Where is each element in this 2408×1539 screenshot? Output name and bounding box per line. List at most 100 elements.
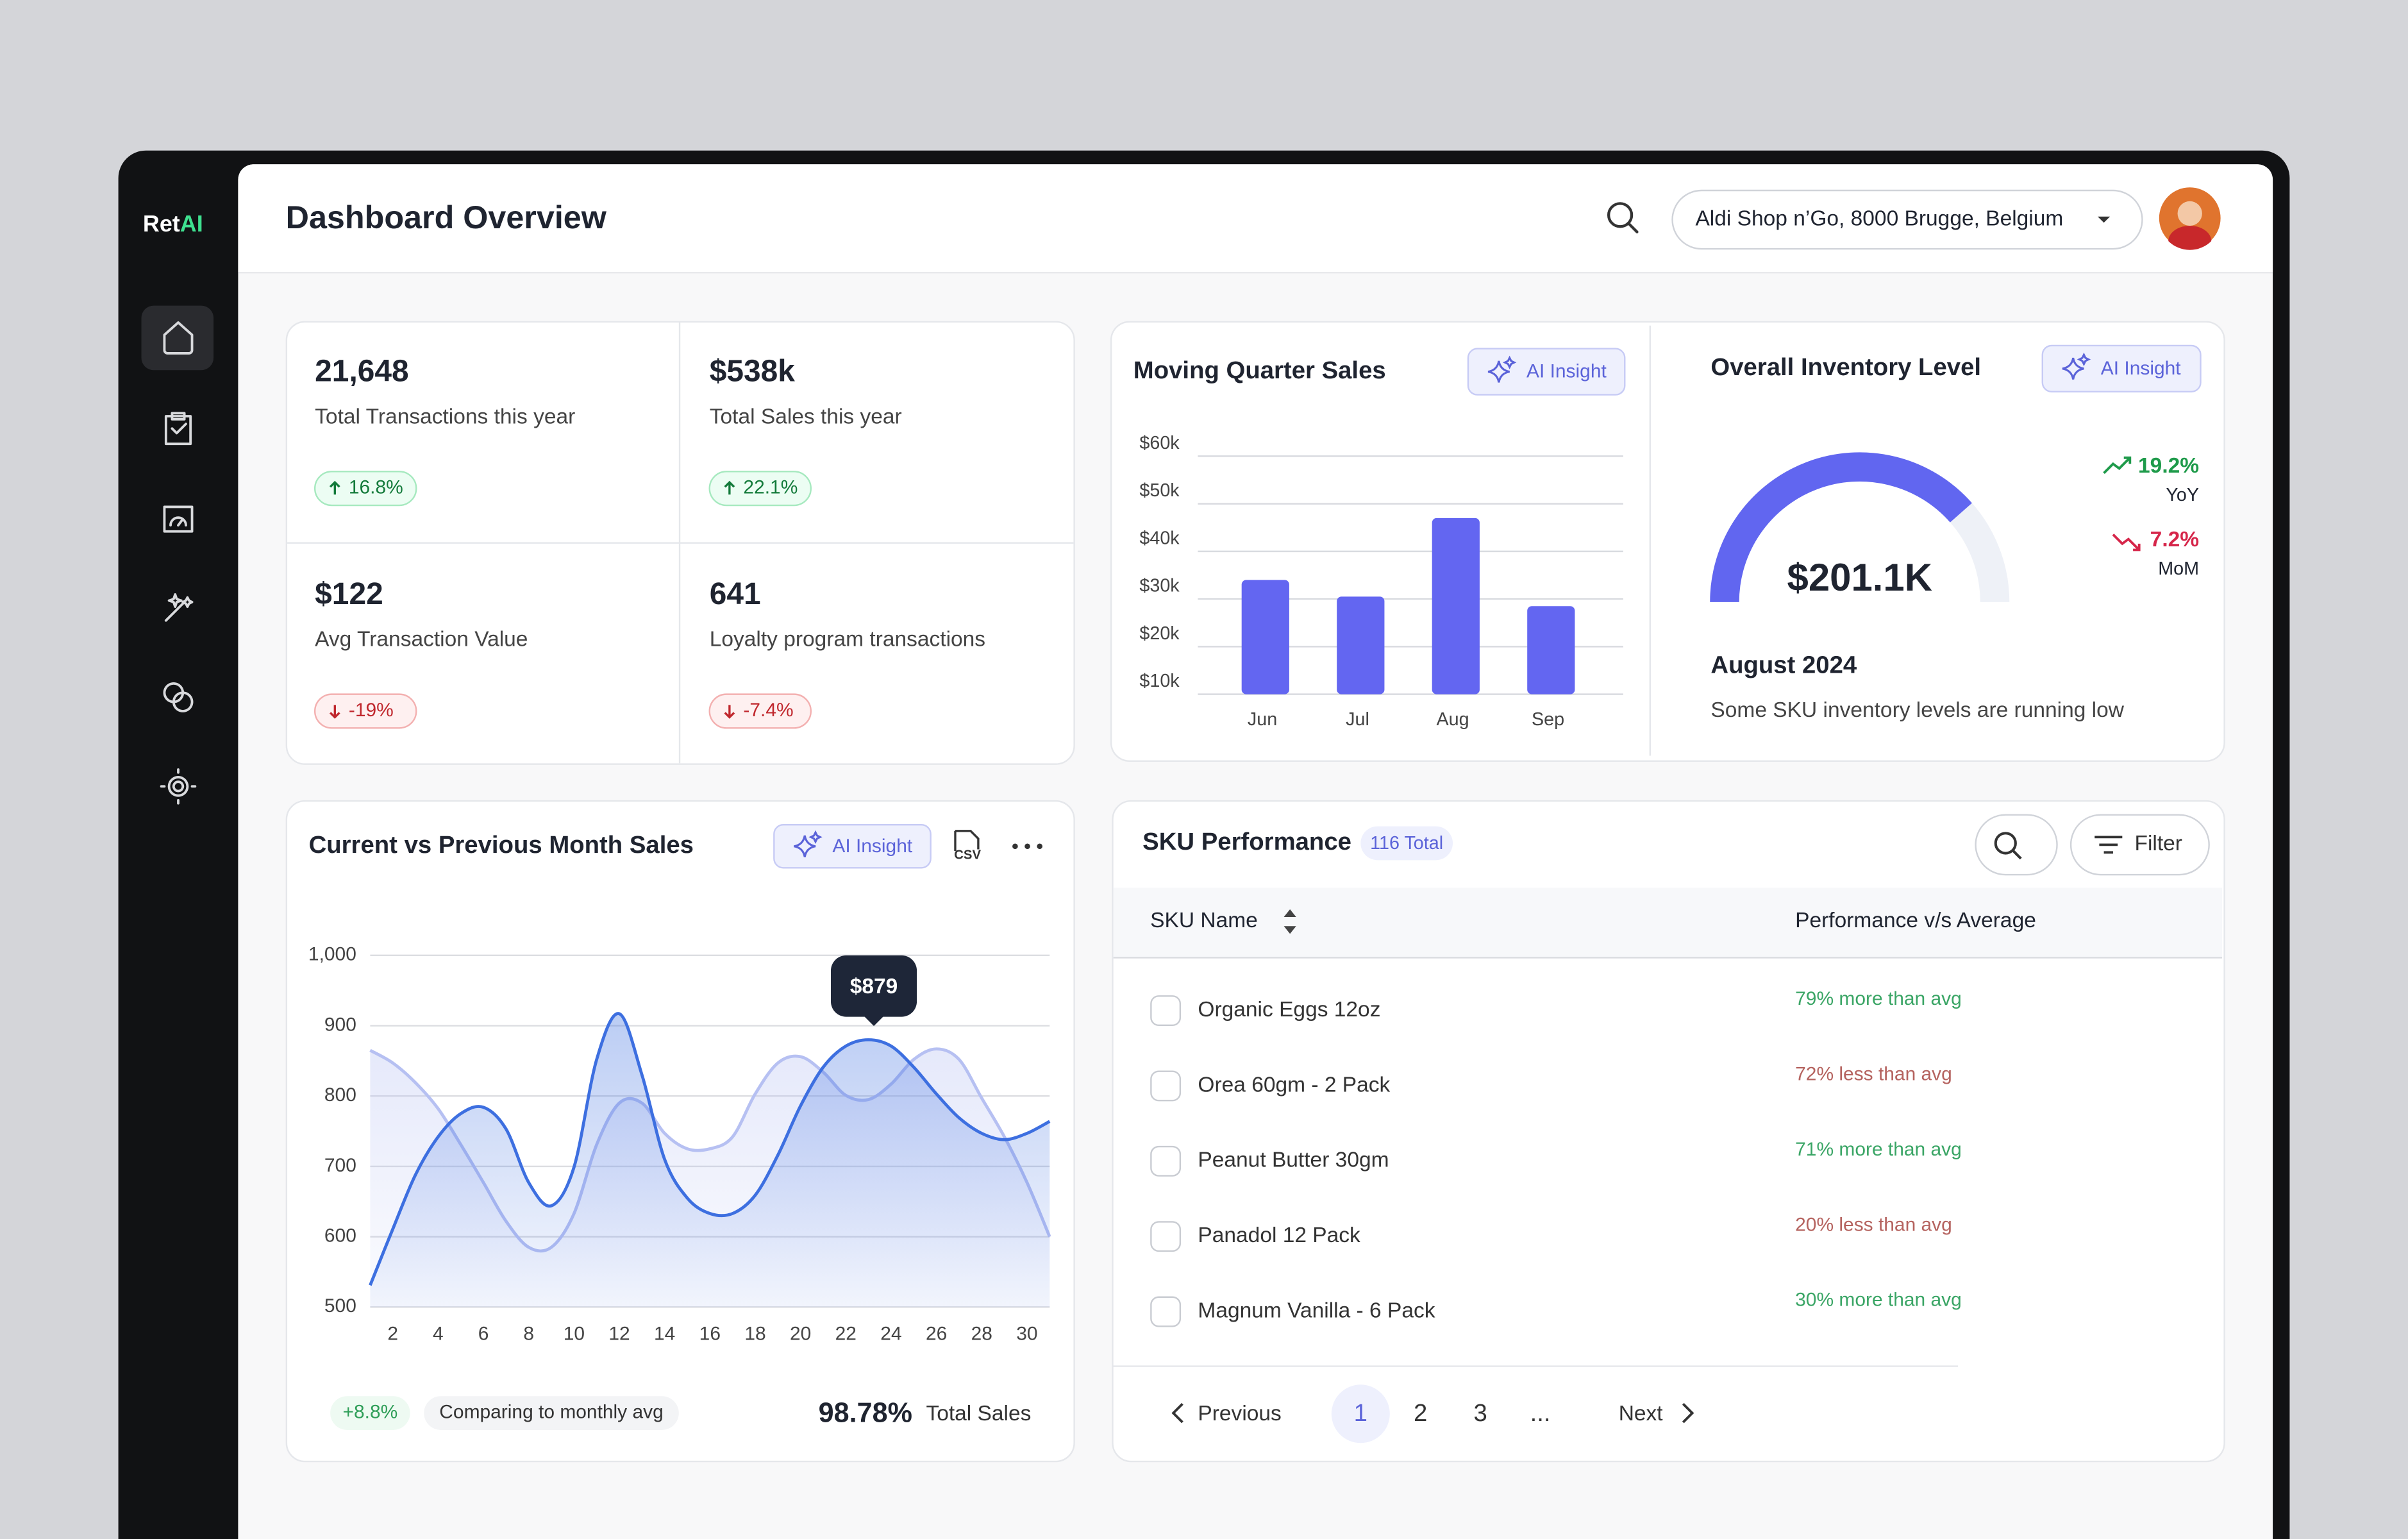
- sku-name: Panadol 12 Pack: [1198, 1224, 1360, 1247]
- kpi-label: Total Sales this year: [710, 405, 902, 428]
- sku-name: Orea 60gm - 2 Pack: [1198, 1073, 1390, 1097]
- page-label: 1: [1354, 1399, 1367, 1427]
- y-tick-label: $10k: [1139, 671, 1180, 691]
- more-button[interactable]: [1012, 843, 1043, 850]
- footer-note: Comparing to monthly avg: [439, 1401, 663, 1422]
- next-button[interactable]: Next: [1619, 1402, 1694, 1425]
- y-tick-label: $30k: [1139, 576, 1180, 596]
- brand-part: AI: [180, 211, 203, 237]
- x-tick-label: 14: [654, 1323, 675, 1344]
- kpi-change-arrow: [724, 705, 735, 719]
- x-tick-label: 18: [744, 1323, 765, 1344]
- nav-performance[interactable]: [163, 505, 194, 533]
- x-tick-label: 4: [433, 1323, 444, 1344]
- sku-performance: 71% more than avg: [1795, 1139, 1962, 1160]
- column-header: Performance v/s Average: [1795, 909, 2036, 932]
- page-title: Dashboard Overview: [286, 199, 607, 235]
- search-icon: [1607, 202, 1634, 228]
- series-line: [369, 1012, 1051, 1286]
- sku-card: [1112, 800, 2225, 1463]
- y-tick-label: 1,000: [308, 944, 356, 965]
- y-tick-label: 500: [324, 1295, 356, 1316]
- filter-button[interactable]: Filter: [2069, 814, 2210, 876]
- gauge-fill: [1710, 452, 1972, 603]
- chevron-left: [1171, 1402, 1183, 1424]
- nav-home[interactable]: [163, 321, 194, 355]
- brand-part: Ret: [143, 211, 180, 237]
- previous-label: Previous: [1198, 1402, 1281, 1425]
- brand: RetAI: [143, 211, 203, 237]
- trend-icon: [2112, 534, 2141, 551]
- x-tick-label: 30: [1016, 1323, 1037, 1344]
- sku-name: Magnum Vanilla - 6 Pack: [1198, 1299, 1435, 1322]
- sku-performance: 20% less than avg: [1795, 1214, 1952, 1235]
- x-tick-label: 6: [478, 1323, 489, 1344]
- csv-export-button[interactable]: CSV: [954, 830, 981, 862]
- kpi-label: Total Transactions this year: [315, 405, 575, 428]
- kpi-change-pill: [314, 471, 417, 507]
- kpi-value: 21,648: [315, 355, 408, 389]
- footer-total-label: Total Sales: [926, 1402, 1031, 1425]
- inventory-note: Some SKU inventory levels are running lo…: [1710, 698, 2124, 722]
- avatar-body: [2168, 226, 2212, 250]
- x-tick-label: 24: [880, 1323, 901, 1344]
- x-tick-label: 16: [699, 1323, 721, 1344]
- page-current-bg: [1331, 1384, 1390, 1443]
- previous-button[interactable]: Previous: [1171, 1402, 1282, 1425]
- select-caret: [2098, 216, 2111, 223]
- y-tick-label: $50k: [1139, 480, 1180, 501]
- nav-orders[interactable]: [164, 412, 192, 446]
- kpi-label: Avg Transaction Value: [315, 628, 528, 652]
- x-tick-label: Jun: [1248, 709, 1277, 730]
- ai-insight-button[interactable]: AI Insight: [773, 824, 932, 869]
- sort-icon[interactable]: [1283, 909, 1296, 934]
- row-checkbox[interactable]: [1150, 1145, 1182, 1177]
- nav-promotions[interactable]: [163, 682, 194, 712]
- kpi-change-arrow: [724, 480, 735, 495]
- ai-insight-bg: [1467, 348, 1626, 396]
- chart-title: Moving Quarter Sales: [1133, 357, 1386, 384]
- kpi-change: 22.1%: [743, 477, 798, 498]
- page-button[interactable]: ...: [1530, 1399, 1551, 1427]
- y-tick-label: $60k: [1139, 433, 1180, 453]
- footer-change: +8.8%: [343, 1401, 398, 1422]
- location-text: Aldi Shop n’Go, 8000 Brugge, Belgium: [1695, 206, 2063, 230]
- more-dot: [1012, 843, 1018, 850]
- search-button[interactable]: [1607, 202, 1639, 233]
- ai-insight-button[interactable]: AI Insight: [1467, 348, 1626, 396]
- ai-insight-label: AI Insight: [832, 836, 912, 857]
- count-badge: [1360, 826, 1453, 861]
- card-title: Overall Inventory Level: [1710, 353, 1981, 381]
- x-tick-label: Aug: [1436, 709, 1469, 730]
- row-checkbox[interactable]: [1150, 1221, 1182, 1252]
- x-tick-label: 28: [971, 1323, 992, 1344]
- nav-ai[interactable]: [164, 593, 194, 622]
- page-label: ...: [1530, 1399, 1551, 1427]
- search-icon-handle: [2012, 850, 2022, 860]
- location-select[interactable]: [1671, 189, 2143, 250]
- ai-insight-button[interactable]: AI Insight: [2041, 344, 2202, 392]
- table-search-button[interactable]: [1975, 814, 2058, 876]
- gauge-value: $201.1K: [1787, 556, 1932, 599]
- series-area: [370, 1013, 1050, 1308]
- kpi-change-arrow: [329, 480, 340, 495]
- count-badge-text: 116 Total: [1370, 833, 1443, 854]
- kpi-change: -19%: [349, 700, 394, 721]
- sales-inventory-card: [1110, 321, 2225, 762]
- file-icon: [954, 830, 980, 851]
- row-checkbox[interactable]: [1150, 1296, 1182, 1327]
- page-button[interactable]: 2: [1414, 1399, 1427, 1427]
- nav-settings[interactable]: [160, 768, 197, 805]
- row-checkbox[interactable]: [1150, 1070, 1182, 1102]
- x-tick-label: 10: [564, 1323, 585, 1344]
- row-checkbox[interactable]: [1150, 995, 1182, 1026]
- more-dot: [1024, 843, 1030, 850]
- change-pill: [330, 1396, 410, 1430]
- page-button[interactable]: 1: [1331, 1384, 1390, 1443]
- page-button[interactable]: 3: [1473, 1399, 1487, 1427]
- bar: [1527, 606, 1575, 694]
- bar: [1241, 580, 1289, 694]
- x-tick-label: 2: [387, 1323, 398, 1344]
- table-title: SKU Performance: [1142, 828, 1351, 855]
